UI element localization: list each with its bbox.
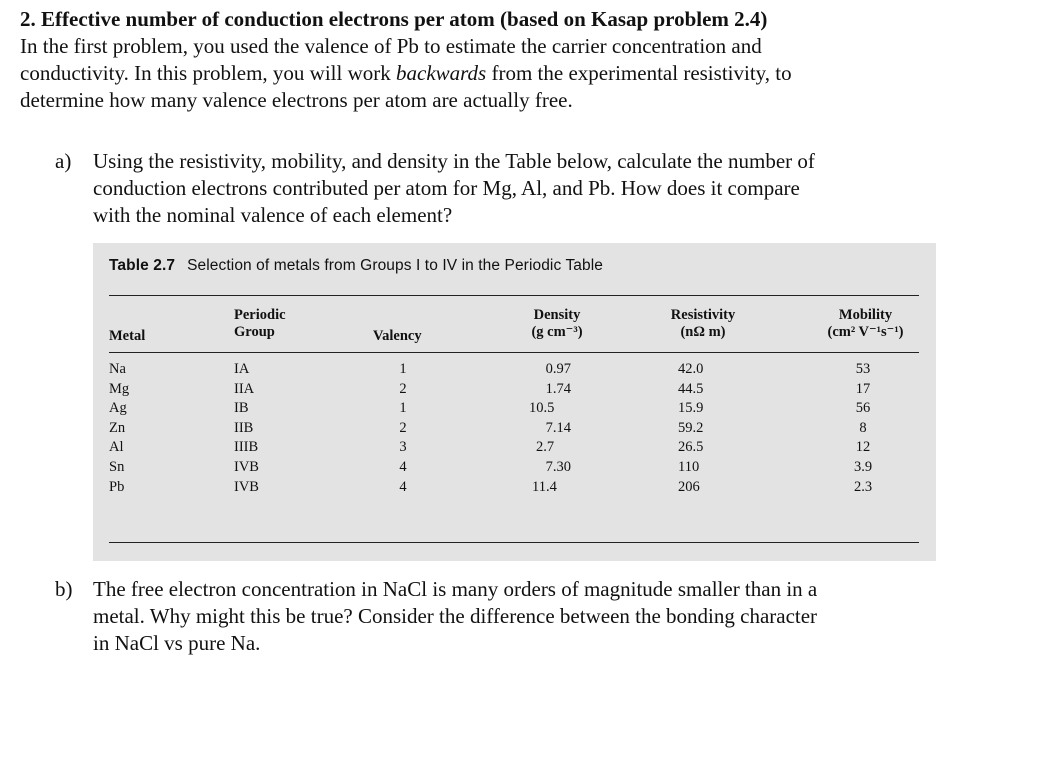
column-density: 0.97 1.74 10.5 7.14 2.7 7.30 11.4 [523, 360, 571, 497]
table-caption-text: Selection of metals from Groups I to IV … [187, 257, 603, 274]
part-b-marker: b) [55, 577, 73, 601]
cell-mobility: 2.3 [853, 478, 873, 495]
header-valency: Valency [373, 328, 422, 344]
header-resistivity-line: Resistivity [670, 307, 736, 323]
header-density-units: (g cm⁻³) [531, 324, 583, 340]
cell-density: 10.5 [529, 400, 555, 417]
cell-valency: 1 [399, 361, 407, 377]
cell-resistivity: 110 [678, 458, 700, 475]
intro-line: In the first problem, you used the valen… [20, 34, 762, 58]
cell-density: 1.74 [545, 380, 571, 397]
header-mobility: Mobility (cm² V⁻¹s⁻¹) [803, 307, 928, 341]
metals-table: Table 2.7 Selection of metals from Groups… [93, 243, 936, 561]
header-mobility-units: (cm² V⁻¹s⁻¹) [827, 324, 904, 340]
column-metal: Na Mg Ag Zn Al Sn Pb [109, 360, 129, 497]
header-group-line: Periodic [234, 307, 286, 323]
cell-group: IIB [234, 419, 254, 436]
column-valency: 1 2 1 2 3 4 4 [393, 360, 413, 497]
cell-group: IIA [234, 380, 255, 397]
column-resistivity: 42.0 44.5 15.9 59.2 26.5 110 206 [678, 360, 728, 497]
cell-metal: Ag [109, 400, 127, 417]
intro-line: determine how many valence electrons per… [20, 88, 573, 112]
cell-valency: 2 [399, 380, 407, 397]
header-resistivity-units: (nΩ m) [680, 324, 726, 340]
cell-density: 0.97 [545, 361, 571, 377]
intro-emphasis: backwards [396, 61, 487, 85]
cell-group: IVB [234, 458, 259, 475]
cell-resistivity: 59.2 [678, 419, 704, 436]
header-density: Density (g cm⁻³) [497, 307, 617, 341]
problem-intro: In the first problem, you used the valen… [20, 33, 1020, 114]
cell-group: IIIB [234, 439, 259, 456]
intro-line-end: from the experimental resistivity, to [486, 61, 792, 85]
cell-metal: Mg [109, 380, 130, 397]
cell-resistivity: 26.5 [678, 439, 704, 456]
part-a-line: Using the resistivity, mobility, and den… [93, 149, 815, 173]
cell-resistivity: 42.0 [678, 361, 704, 377]
cell-mobility: 8 [859, 419, 867, 436]
cell-valency: 1 [399, 400, 407, 417]
column-group: IA IIA IB IIB IIIB IVB IVB [234, 360, 259, 497]
column-mobility: 53 17 56 8 12 3.9 2.3 [845, 360, 881, 497]
part-b-line: in NaCl vs pure Na. [93, 631, 261, 655]
table-header-rule [109, 352, 919, 353]
intro-line: conductivity. In this problem, you will … [20, 60, 1020, 87]
part-b-line: metal. Why might this be true? Consider … [93, 604, 818, 628]
intro-line-start: conductivity. In this problem, you will … [20, 61, 397, 85]
header-mobility-line: Mobility [838, 307, 893, 323]
cell-group: IA [234, 361, 250, 377]
cell-metal: Pb [109, 478, 125, 495]
cell-metal: Al [109, 439, 124, 456]
table-caption: Table 2.7 Selection of metals from Groups… [109, 257, 603, 275]
cell-resistivity: 206 [678, 478, 700, 495]
header-metal: Metal [109, 328, 146, 344]
cell-metal: Zn [109, 419, 126, 436]
cell-resistivity: 44.5 [678, 380, 704, 397]
cell-resistivity: 15.9 [678, 400, 704, 417]
part-a-text: Using the resistivity, mobility, and den… [93, 148, 993, 229]
cell-mobility: 3.9 [853, 458, 873, 475]
table-top-rule [109, 295, 919, 297]
cell-metal: Na [109, 361, 126, 377]
cell-mobility: 56 [855, 400, 871, 417]
cell-group: IB [234, 400, 249, 417]
part-a-line: with the nominal valence of each element… [93, 203, 453, 227]
part-b-line: The free electron concentration in NaCl … [93, 577, 818, 601]
table-bottom-rule [109, 542, 919, 544]
cell-density: 2.7 [536, 439, 555, 456]
part-a-line: conduction electrons contributed per ato… [93, 176, 800, 200]
header-periodic-group: Periodic Group [234, 307, 286, 341]
cell-density: 7.30 [545, 458, 571, 475]
part-a-marker: a) [55, 149, 72, 173]
cell-mobility: 12 [855, 439, 871, 456]
cell-group: IVB [234, 478, 259, 495]
header-group-line: Group [234, 324, 275, 340]
cell-valency: 4 [399, 458, 407, 475]
part-b-text: The free electron concentration in NaCl … [93, 576, 993, 657]
cell-valency: 2 [399, 419, 407, 436]
table-caption-number: Table 2.7 [109, 257, 176, 274]
cell-density: 11.4 [532, 478, 557, 495]
problem-heading: 2. Effective number of conduction electr… [20, 7, 768, 31]
cell-mobility: 53 [855, 361, 871, 377]
cell-mobility: 17 [855, 380, 871, 397]
cell-valency: 4 [399, 478, 407, 495]
cell-density: 7.14 [545, 419, 571, 436]
header-resistivity: Resistivity (nΩ m) [638, 307, 768, 341]
header-density-line: Density [533, 307, 581, 323]
cell-valency: 3 [399, 439, 407, 456]
cell-metal: Sn [109, 458, 125, 475]
